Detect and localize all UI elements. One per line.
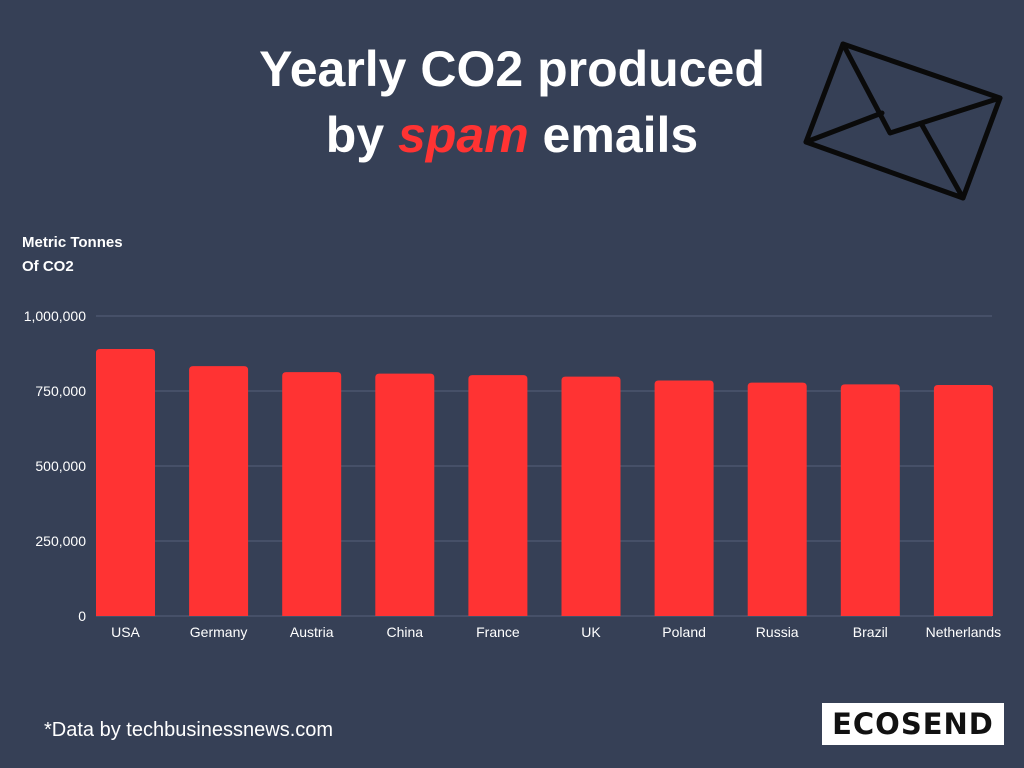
bar-france: [468, 375, 528, 616]
data-source-footnote: *Data by techbusinessnews.com: [44, 719, 334, 741]
bar-poland: [654, 380, 714, 616]
x-tick-label: France: [476, 624, 520, 640]
bar-netherlands: [933, 385, 993, 616]
bar-china: [375, 373, 435, 616]
x-tick-label: Brazil: [853, 624, 888, 640]
x-tick-label: China: [387, 624, 424, 640]
y-axis-title-line-1: Metric Tonnes: [22, 234, 123, 251]
envelope-icon: [803, 41, 1003, 201]
x-tick-label: UK: [581, 624, 601, 640]
x-tick-label: Netherlands: [926, 624, 1002, 640]
y-axis-title: Metric Tonnes Of CO2: [22, 231, 123, 279]
bar-usa: [96, 349, 155, 616]
bar-austria: [282, 372, 342, 616]
chart-title: Yearly CO2 produced by spam emails: [0, 36, 1024, 168]
title-line-1: Yearly CO2 produced: [259, 41, 765, 97]
bar-russia: [747, 382, 807, 616]
y-tick-label: 0: [78, 608, 86, 624]
y-axis-title-line-2: Of CO2: [22, 258, 74, 275]
title-highlight: spam: [398, 107, 529, 163]
x-tick-label: USA: [111, 624, 140, 640]
title-prefix: by: [325, 107, 399, 163]
x-tick-label: Austria: [290, 624, 334, 640]
title-suffix: emails: [528, 107, 699, 163]
title-line-2: by spam emails: [0, 102, 1024, 168]
y-tick-label: 500,000: [35, 458, 86, 474]
x-tick-label: Germany: [190, 624, 248, 640]
bar-uk: [561, 376, 621, 616]
bar-brazil: [840, 384, 900, 616]
y-tick-label: 1,000,000: [24, 308, 86, 324]
ecosend-logo: ECOSEND: [822, 703, 1004, 745]
logo-text: ECOSEND: [832, 707, 994, 741]
y-tick-label: 250,000: [35, 533, 86, 549]
bar-germany: [189, 366, 249, 616]
y-tick-label: 750,000: [35, 383, 86, 399]
x-tick-label: Poland: [662, 624, 706, 640]
x-tick-label: Russia: [756, 624, 799, 640]
